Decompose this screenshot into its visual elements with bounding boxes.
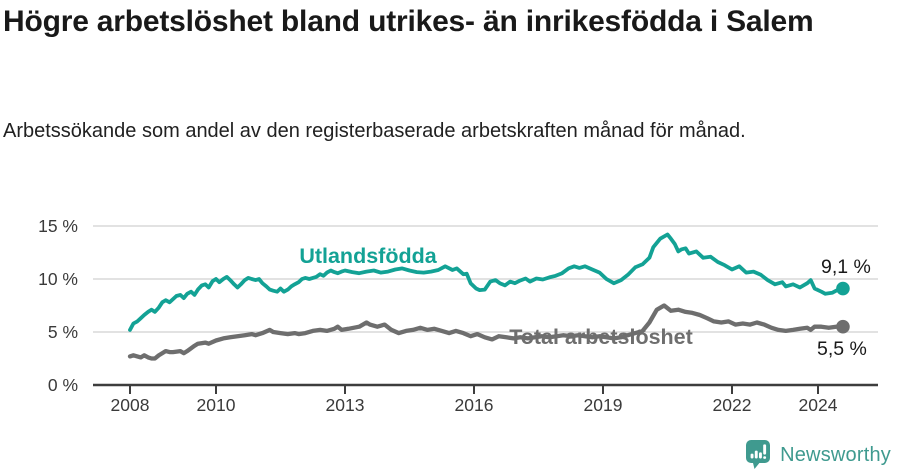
y-axis-tick-label: 15 %	[38, 216, 78, 236]
x-axis-tick-label: 2022	[713, 395, 752, 415]
newsworthy-logo: Newsworthy	[744, 440, 891, 470]
series-end-dot	[836, 319, 850, 334]
series-label: Total arbetslöshet	[509, 325, 693, 349]
series-end-dot	[836, 281, 850, 296]
chart-title: Högre arbetslöshet bland utrikes- än inr…	[3, 5, 814, 38]
x-axis-tick-label: 2024	[799, 395, 838, 415]
series-line-utlandsfodda	[128, 232, 845, 332]
series-line-total	[127, 303, 846, 361]
y-axis-tick-label: 10 %	[38, 269, 78, 289]
series-end-value-label: 9,1 %	[821, 256, 871, 278]
x-axis-tick-label: 2010	[197, 395, 236, 415]
chart-subtitle: Arbetssökande som andel av den registerb…	[3, 120, 746, 142]
x-axis-tick-label: 2016	[455, 395, 494, 415]
y-axis-tick-label: 5 %	[48, 322, 78, 342]
newsworthy-brand-text: Newsworthy	[780, 443, 891, 466]
x-axis-tick-label: 2008	[111, 395, 150, 415]
y-axis-tick-label: 0 %	[48, 375, 78, 395]
series-label: Utlandsfödda	[299, 244, 437, 268]
x-axis-tick-label: 2019	[584, 395, 623, 415]
series-end-value-label: 5,5 %	[817, 338, 867, 360]
newsworthy-logo-icon	[746, 440, 771, 469]
x-axis-tick-label: 2013	[326, 395, 365, 415]
